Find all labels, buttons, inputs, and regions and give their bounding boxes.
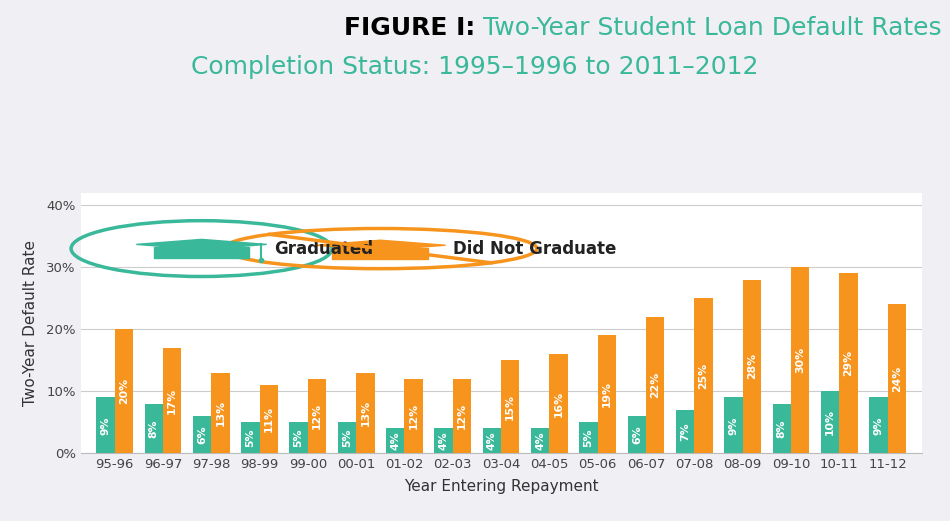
Bar [356,373,374,453]
Bar [144,404,162,453]
Text: 12%: 12% [408,403,419,429]
Bar [211,373,230,453]
Text: 5%: 5% [294,428,304,447]
Text: Two-Year Student Loan Default Rates by Degree: Two-Year Student Loan Default Rates by D… [475,16,950,40]
Bar [483,428,502,453]
Bar [676,410,694,453]
Text: 4%: 4% [439,431,448,450]
Text: 6%: 6% [197,425,207,444]
Text: Graduated: Graduated [274,240,373,257]
Bar [259,385,278,453]
Text: 4%: 4% [487,431,497,450]
Text: 15%: 15% [505,394,515,420]
Bar [96,398,115,453]
Text: FIGURE I:: FIGURE I: [344,16,475,40]
Bar [743,280,761,453]
Bar [791,267,809,453]
Bar [840,274,858,453]
Text: 8%: 8% [777,419,787,438]
Bar [887,304,906,453]
Bar [386,428,405,453]
Text: 6%: 6% [632,425,642,444]
Bar [241,422,259,453]
Text: 8%: 8% [149,419,159,438]
Bar [338,422,356,453]
Polygon shape [136,239,267,250]
Text: 16%: 16% [554,391,563,417]
Bar [405,379,423,453]
Bar [154,247,250,258]
Bar [772,404,791,453]
Bar [646,317,664,453]
Bar [821,391,840,453]
Text: 5%: 5% [245,428,256,447]
Bar [502,360,520,453]
Bar [453,379,471,453]
Bar [628,416,646,453]
Text: 12%: 12% [312,403,322,429]
Text: 30%: 30% [795,347,806,374]
Bar [290,422,308,453]
Y-axis label: Two-Year Default Rate: Two-Year Default Rate [23,240,38,406]
Text: Completion Status: 1995–1996 to 2011–2012: Completion Status: 1995–1996 to 2011–201… [191,55,759,79]
Text: 11%: 11% [264,406,274,432]
Bar [598,336,617,453]
Text: 9%: 9% [873,416,884,435]
Bar [869,398,887,453]
Text: 4%: 4% [390,431,400,450]
Bar [162,348,181,453]
Bar [434,428,453,453]
Bar [531,428,549,453]
Text: Did Not Graduate: Did Not Graduate [453,240,617,257]
Bar [580,422,598,453]
Text: 13%: 13% [360,400,370,426]
Text: 17%: 17% [167,388,177,414]
Text: 28%: 28% [747,353,757,379]
Text: 4%: 4% [535,431,545,450]
Text: 9%: 9% [101,416,110,435]
Text: 25%: 25% [698,363,709,389]
Text: 19%: 19% [602,381,612,407]
Bar [115,329,133,453]
Text: 13%: 13% [216,400,225,426]
Text: 24%: 24% [892,366,902,392]
Text: 10%: 10% [826,410,835,435]
Text: 9%: 9% [729,416,738,435]
Bar [332,248,428,259]
Text: 7%: 7% [680,422,691,441]
Text: 22%: 22% [650,372,660,398]
Text: 20%: 20% [119,378,129,404]
Bar [724,398,743,453]
Text: 5%: 5% [342,428,352,447]
Text: 29%: 29% [844,350,853,376]
Bar [694,298,712,453]
Text: 5%: 5% [583,428,594,447]
X-axis label: Year Entering Repayment: Year Entering Repayment [404,479,598,494]
Bar [193,416,211,453]
Text: 12%: 12% [457,403,467,429]
Bar [549,354,568,453]
Polygon shape [315,240,446,250]
Bar [308,379,326,453]
